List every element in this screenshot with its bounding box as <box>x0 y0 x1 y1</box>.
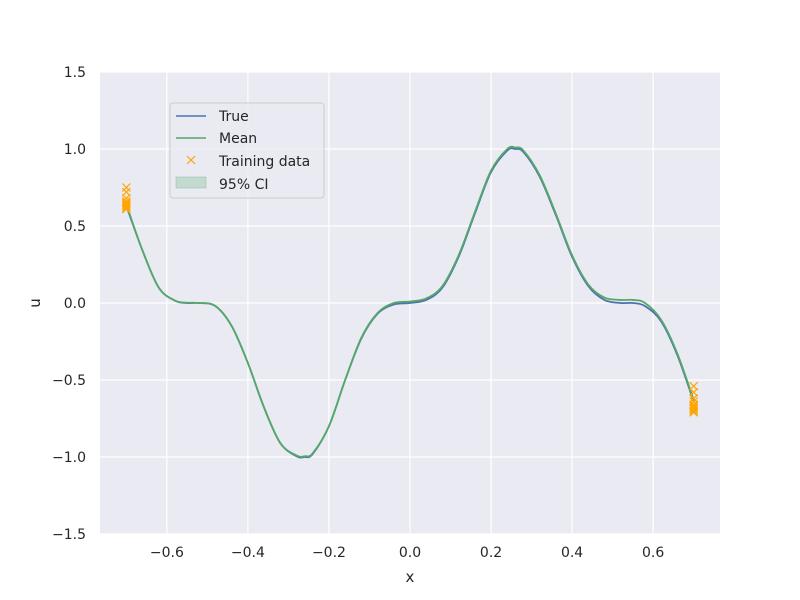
y-tick-label: 1.5 <box>64 65 86 81</box>
series-layer <box>121 145 699 459</box>
y-tick-label: 0.0 <box>64 296 86 312</box>
training-data-point <box>121 204 131 214</box>
training-data-point <box>689 404 699 414</box>
y-tick-label: −0.5 <box>52 373 86 389</box>
y-tick-label: 1.0 <box>64 142 86 158</box>
training-data-point <box>689 407 699 417</box>
legend-true-label: True <box>218 109 249 125</box>
training-data-point <box>121 203 131 212</box>
x-tick-label: 0.6 <box>642 545 664 561</box>
training-data-point <box>689 406 699 416</box>
mean-series-line <box>125 145 695 458</box>
y-tick-labels: −1.5 −1.0 −0.5 0.0 0.5 1.0 1.5 <box>52 65 86 543</box>
legend-ci-swatch <box>175 176 207 189</box>
legend: True Mean Training data 95% CI <box>169 102 325 199</box>
x-tick-label: −0.2 <box>312 545 346 561</box>
y-axis-label: u <box>26 298 44 308</box>
y-tick-label: −1.5 <box>52 527 86 543</box>
y-tick-label: 0.5 <box>64 219 86 235</box>
legend-training-label: Training data <box>218 154 310 170</box>
x-tick-label: 0.0 <box>399 545 421 561</box>
x-tick-label: 0.2 <box>480 545 502 561</box>
x-tick-label: −0.6 <box>150 545 184 561</box>
x-axis-label: x <box>406 568 415 586</box>
legend-box <box>169 102 325 199</box>
x-tick-labels: −0.6 −0.4 −0.2 0.0 0.2 0.4 0.6 <box>150 545 664 561</box>
legend-ci-label: 95% CI <box>219 177 268 193</box>
legend-training-marker <box>186 155 196 165</box>
legend-mean-label: Mean <box>219 131 257 147</box>
x-tick-label: 0.4 <box>561 545 583 561</box>
x-tick-label: −0.4 <box>231 545 265 561</box>
y-tick-label: −1.0 <box>52 450 86 466</box>
training-data-point <box>121 201 131 211</box>
